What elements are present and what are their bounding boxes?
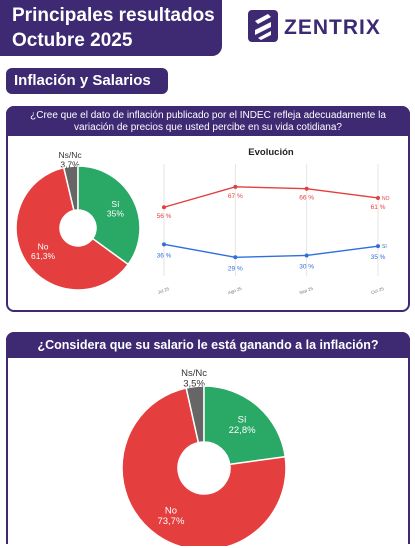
data-label: 36 % <box>157 252 172 259</box>
question-1-panel: ¿Cree que el dato de inflación publicado… <box>6 106 410 312</box>
slice-label: Sí <box>111 199 120 209</box>
series-name: SI <box>382 244 387 250</box>
data-point <box>376 244 380 249</box>
slice-value: 22,8% <box>229 425 256 436</box>
chart-title: Evolución <box>248 147 294 158</box>
brand-logo: ZENTRIX <box>248 10 381 42</box>
x-tick-label: Oct 25 <box>370 286 385 295</box>
data-point <box>304 253 309 258</box>
data-label: 56 % <box>157 213 172 220</box>
section-label: Inflación y Salarios <box>6 68 168 94</box>
slice-label: Sí <box>238 414 247 425</box>
data-label: 66 % <box>299 195 314 202</box>
title-line-1: Principales resultados <box>12 5 215 26</box>
slice-s <box>203 385 287 466</box>
slice-label: Ns/Nc <box>58 150 82 160</box>
data-label: 30 % <box>299 263 314 270</box>
slice-value: 3,5% <box>183 379 205 390</box>
data-point <box>162 242 166 247</box>
slice-label: Ns/Nc <box>181 368 207 379</box>
series-line-no <box>163 186 379 208</box>
brand-name: ZENTRIX <box>284 16 381 39</box>
title-line-2: Octubre 2025 <box>12 30 133 51</box>
series-line-si <box>163 243 379 259</box>
data-label: 29 % <box>228 265 243 272</box>
slice-no <box>15 166 130 291</box>
x-tick-label: Jul 25 <box>157 286 170 295</box>
data-label: 67 % <box>228 193 243 200</box>
slice-s <box>77 165 141 266</box>
brand-mark-icon <box>248 10 278 42</box>
question-1-line-2: variación de precios que usted percibe e… <box>74 122 342 133</box>
question-2-panel: ¿Considera que su salario le está ganand… <box>6 332 410 546</box>
slice-label: No <box>38 241 49 251</box>
data-label: 61 % <box>371 204 386 211</box>
slice-value: 61,3% <box>31 251 56 261</box>
slice-no <box>121 387 287 546</box>
report-title: Principales resultados Octubre 2025 <box>0 0 222 56</box>
question-2-header: ¿Considera que su salario le está ganand… <box>6 332 410 358</box>
question-1-line-1: ¿Cree que el dato de inflación publicado… <box>30 110 386 121</box>
slice-value: 73,7% <box>157 516 184 527</box>
data-point <box>162 205 166 210</box>
data-point <box>304 186 309 191</box>
slice-value: 35% <box>107 208 124 218</box>
line-chart-evolution: Evolución Jul 25 Ago 25 Sep 25 Oct 25 56 % 67 … <box>157 147 390 296</box>
x-tick-label: Ago 25 <box>227 286 243 296</box>
x-tick-label: Sep 25 <box>299 286 315 296</box>
data-point <box>233 184 238 189</box>
series-name: NO <box>382 196 390 202</box>
slice-label: No <box>165 506 177 517</box>
data-label: 35 % <box>371 254 386 261</box>
question-1-header: ¿Cree que el dato de inflación publicado… <box>6 106 410 136</box>
data-point <box>376 195 380 200</box>
slice-value: 3,7% <box>60 159 80 169</box>
data-point <box>233 255 238 260</box>
